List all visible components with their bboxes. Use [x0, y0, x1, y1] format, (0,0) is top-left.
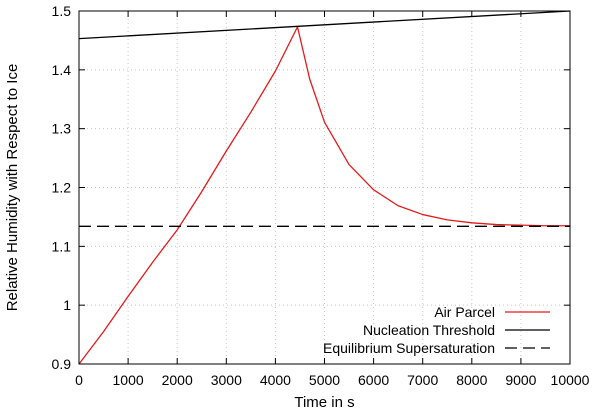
- y-tick-label: 1.5: [52, 3, 72, 19]
- x-tick-label: 4000: [260, 372, 291, 388]
- legend-label: Nucleation Threshold: [363, 322, 495, 338]
- x-tick-label: 0: [75, 372, 83, 388]
- x-tick-label: 8000: [456, 372, 487, 388]
- x-tick-label: 10000: [551, 372, 590, 388]
- y-tick-label: 1.3: [52, 121, 72, 137]
- legend-label: Equilibrium Supersaturation: [323, 340, 495, 356]
- x-tick-label: 6000: [358, 372, 389, 388]
- legend-label: Air Parcel: [434, 304, 495, 320]
- x-tick-label: 7000: [407, 372, 438, 388]
- y-tick-label: 1.4: [52, 62, 72, 78]
- x-tick-label: 3000: [211, 372, 242, 388]
- y-tick-label: 0.9: [52, 356, 72, 372]
- y-axis-title: Relative Humidity with Respect to Ice: [4, 64, 21, 312]
- axis-ticks: 0 1000 2000 3000 4000 5000 6000 7000 8000 9000 100…: [52, 3, 590, 388]
- legend: Air Parcel Nucleation Threshold Equilibriu…: [323, 304, 550, 356]
- x-axis-title: Time in s: [294, 394, 354, 411]
- x-tick-label: 1000: [113, 372, 144, 388]
- x-tick-label: 5000: [309, 372, 340, 388]
- x-tick-label: 9000: [505, 372, 536, 388]
- y-tick-label: 1: [63, 297, 71, 313]
- series-line-air-parcel: [78, 26, 570, 365]
- y-tick-label: 1.1: [52, 238, 72, 254]
- y-tick-label: 1.2: [52, 180, 72, 196]
- series-layer: [78, 10, 571, 365]
- series-line-nucleation-threshold: [78, 10, 571, 40]
- x-tick-label: 2000: [162, 372, 193, 388]
- grid-lines: [79, 11, 570, 364]
